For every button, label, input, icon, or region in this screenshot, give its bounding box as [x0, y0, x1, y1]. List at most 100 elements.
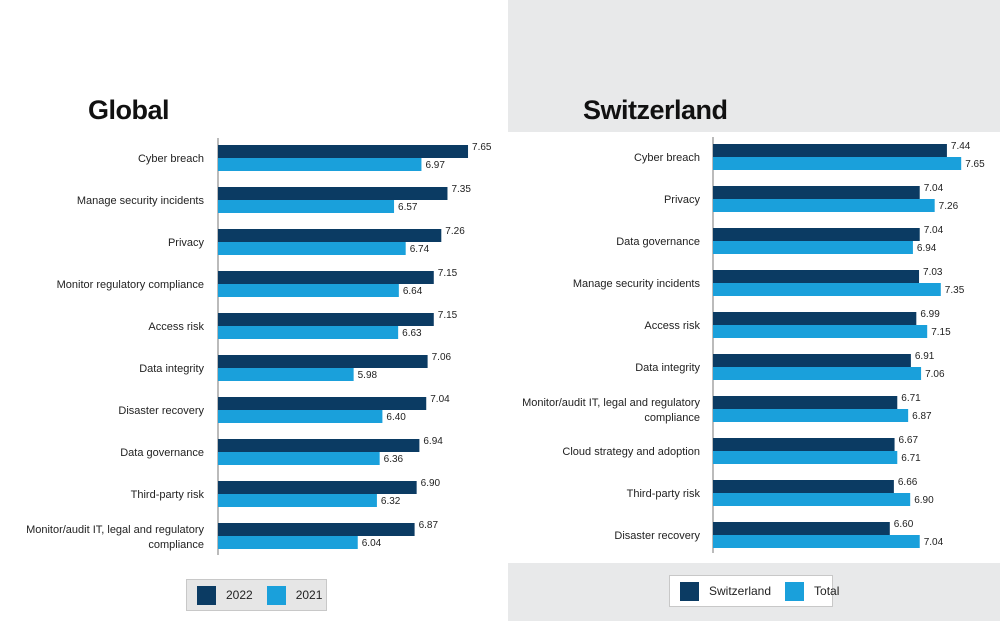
data-label-total-data-integrity: 7.06: [925, 369, 945, 380]
data-label-switzerland-privacy: 7.04: [924, 183, 944, 194]
bar-total-access-risk: [713, 325, 928, 338]
category-label-cloud-strategy-and-adoption: Cloud strategy and adoption: [562, 446, 700, 458]
bar-switzerland-privacy: [713, 186, 920, 199]
data-label-2022-monitor-audit-it-legal-and-regulatory-compliance: 6.87: [419, 520, 439, 531]
bar-switzerland-third-party-risk: [713, 480, 894, 493]
data-label-2022-cyber-breach: 7.65: [472, 142, 492, 153]
data-label-switzerland-cyber-breach: 7.44: [951, 141, 971, 152]
bar-2021-monitor-regulatory-compliance: [218, 284, 399, 297]
data-label-2022-privacy: 7.26: [445, 226, 465, 237]
category-label-privacy: Privacy: [664, 194, 701, 206]
data-label-2021-monitor-regulatory-compliance: 6.64: [403, 286, 423, 297]
data-label-switzerland-disaster-recovery: 6.60: [894, 519, 914, 530]
data-label-total-monitor-audit-it-legal-and-regulatory-compliance: 6.87: [912, 411, 932, 422]
bar-total-disaster-recovery: [713, 535, 920, 548]
data-label-total-cloud-strategy-and-adoption: 6.71: [901, 453, 921, 464]
switzerland-chart-title: Switzerland: [583, 95, 728, 125]
data-label-2022-disaster-recovery: 7.04: [430, 394, 450, 405]
data-label-switzerland-access-risk: 6.99: [920, 309, 940, 320]
legend-label-2022: 2022: [226, 588, 253, 602]
switzerland-legend: Switzerland Total: [669, 575, 839, 607]
bar-total-manage-security-incidents: [713, 283, 941, 296]
bar-switzerland-data-integrity: [713, 354, 911, 367]
category-label-manage-security-incidents: Manage security incidents: [77, 195, 205, 207]
bar-2021-data-governance: [218, 452, 380, 465]
bar-switzerland-cloud-strategy-and-adoption: [713, 438, 895, 451]
category-label-cyber-breach: Cyber breach: [634, 152, 700, 164]
legend-label-switzerland: Switzerland: [709, 584, 772, 598]
bar-2022-monitor-audit-it-legal-and-regulatory-compliance: [218, 523, 415, 536]
data-label-switzerland-third-party-risk: 6.66: [898, 477, 918, 488]
legend-item-2022: 2022: [197, 585, 253, 605]
data-label-total-third-party-risk: 6.90: [914, 495, 934, 506]
bar-total-privacy: [713, 199, 935, 212]
bar-switzerland-monitor-audit-it-legal-and-regulatory-compliance: [713, 396, 898, 409]
data-label-2022-monitor-regulatory-compliance: 7.15: [438, 268, 458, 279]
data-label-2021-privacy: 6.74: [410, 244, 430, 255]
global-chart-title: Global: [88, 95, 170, 125]
bar-2021-monitor-audit-it-legal-and-regulatory-compliance: [218, 536, 358, 549]
data-label-total-manage-security-incidents: 7.35: [945, 285, 965, 296]
category-label-access-risk: Access risk: [148, 321, 204, 333]
category-label-data-governance: Data governance: [616, 236, 700, 248]
bar-switzerland-manage-security-incidents: [713, 270, 920, 283]
legend-item-total: Total: [785, 581, 839, 601]
category-label-privacy: Privacy: [168, 237, 205, 249]
category-label-third-party-risk: Third-party risk: [627, 488, 701, 500]
category-label-access-risk: Access risk: [644, 320, 700, 332]
bar-total-cyber-breach: [713, 157, 962, 170]
data-label-2021-monitor-audit-it-legal-and-regulatory-compliance: 6.04: [362, 538, 382, 549]
category-label-cyber-breach: Cyber breach: [138, 153, 204, 165]
category-label-data-integrity: Data integrity: [139, 363, 204, 375]
data-label-2022-third-party-risk: 6.90: [421, 478, 441, 489]
bar-2021-privacy: [218, 242, 406, 255]
bar-2022-data-integrity: [218, 355, 428, 368]
bar-2022-monitor-regulatory-compliance: [218, 271, 434, 284]
bar-2021-data-integrity: [218, 368, 354, 381]
category-label-data-governance: Data governance: [120, 447, 204, 459]
legend-swatch-total: [785, 581, 805, 601]
data-label-2021-data-integrity: 5.98: [358, 370, 378, 381]
data-label-2021-access-risk: 6.63: [402, 328, 422, 339]
data-label-switzerland-cloud-strategy-and-adoption: 6.67: [899, 435, 919, 446]
bar-switzerland-access-risk: [713, 312, 917, 325]
bar-switzerland-cyber-breach: [713, 144, 947, 157]
global-bar-chart: Cyber breach 7.65 6.97 Manage security inci…: [26, 138, 492, 555]
legend-swatch-2022: [197, 585, 216, 605]
data-label-2022-data-integrity: 7.06: [432, 352, 452, 363]
data-label-switzerland-data-governance: 7.04: [924, 225, 944, 236]
data-label-2022-access-risk: 7.15: [438, 310, 458, 321]
legend-swatch-switzerland: [680, 581, 699, 601]
bar-switzerland-disaster-recovery: [713, 522, 890, 535]
bar-total-third-party-risk: [713, 493, 911, 506]
data-label-2021-cyber-breach: 6.97: [425, 160, 445, 171]
bar-2021-third-party-risk: [218, 494, 377, 507]
category-label-monitor-audit-it-legal-and-regulatory-compliance: Monitor/audit IT, legal and regulatory co…: [522, 397, 700, 424]
bar-total-cloud-strategy-and-adoption: [713, 451, 898, 464]
bar-total-monitor-audit-it-legal-and-regulatory-compliance: [713, 409, 909, 422]
bar-2022-privacy: [218, 229, 442, 242]
bar-2021-disaster-recovery: [218, 410, 383, 423]
data-label-total-privacy: 7.26: [939, 201, 959, 212]
data-label-2021-manage-security-incidents: 6.57: [398, 202, 418, 213]
global-legend: 2022 2021: [186, 579, 327, 611]
bar-total-data-integrity: [713, 367, 922, 380]
data-label-2022-manage-security-incidents: 7.35: [451, 184, 471, 195]
bar-2021-cyber-breach: [218, 158, 422, 171]
data-label-total-cyber-breach: 7.65: [965, 159, 985, 170]
switzerland-bar-chart: Cyber breach 7.44 7.65 Privacy 7.04 7.26 Data …: [522, 137, 985, 553]
legend-swatch-2021: [266, 585, 286, 605]
bar-2021-manage-security-incidents: [218, 200, 395, 213]
category-label-manage-security-incidents: Manage security incidents: [573, 278, 701, 290]
bar-2022-data-governance: [218, 439, 420, 452]
data-label-total-access-risk: 7.15: [931, 327, 951, 338]
category-label-monitor-regulatory-compliance: Monitor regulatory compliance: [57, 279, 204, 291]
data-label-switzerland-manage-security-incidents: 7.03: [923, 267, 943, 278]
category-label-third-party-risk: Third-party risk: [131, 489, 205, 501]
bar-2022-manage-security-incidents: [218, 187, 448, 200]
data-label-2022-data-governance: 6.94: [423, 436, 443, 447]
data-label-switzerland-data-integrity: 6.91: [915, 351, 935, 362]
category-label-data-integrity: Data integrity: [635, 362, 700, 374]
data-label-total-disaster-recovery: 7.04: [924, 537, 944, 548]
category-label-disaster-recovery: Disaster recovery: [118, 405, 204, 417]
